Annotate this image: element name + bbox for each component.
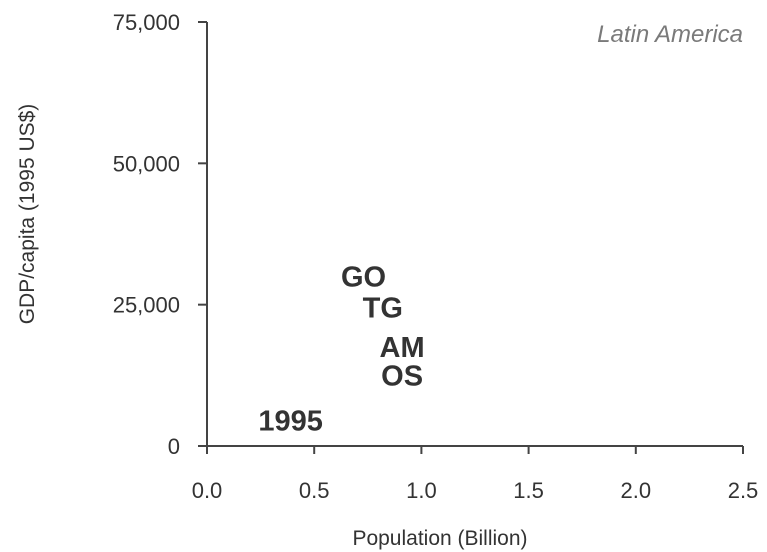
y-ticks: 0 25,000 50,000 75,000 [113,10,207,459]
point-label: 1995 [258,406,323,438]
axes [206,22,743,447]
x-tick-label: 2.5 [728,478,759,503]
x-tick-label: 2.0 [621,478,652,503]
x-tick-label: 0.5 [299,478,330,503]
x-axis-title: Population (Billion) [352,527,527,550]
x-tick-label: 1.5 [513,478,544,503]
y-axis-title: GDP/capita (1995 US$) [16,104,39,325]
point-label: AM [380,332,425,364]
x-tick-label: 1.0 [406,478,437,503]
point-label: TG [363,292,403,324]
point-label: GO [341,261,386,293]
y-tick-label: 50,000 [113,151,180,176]
x-ticks: 0.0 0.5 1.0 1.5 2.0 2.5 [192,446,759,503]
y-tick-label: 75,000 [113,10,180,35]
x-tick-label: 0.0 [192,478,223,503]
chart-title: Latin America [597,21,743,48]
point-label: OS [381,360,423,392]
y-tick-label: 25,000 [113,293,180,318]
y-tick-label: 0 [168,434,180,459]
